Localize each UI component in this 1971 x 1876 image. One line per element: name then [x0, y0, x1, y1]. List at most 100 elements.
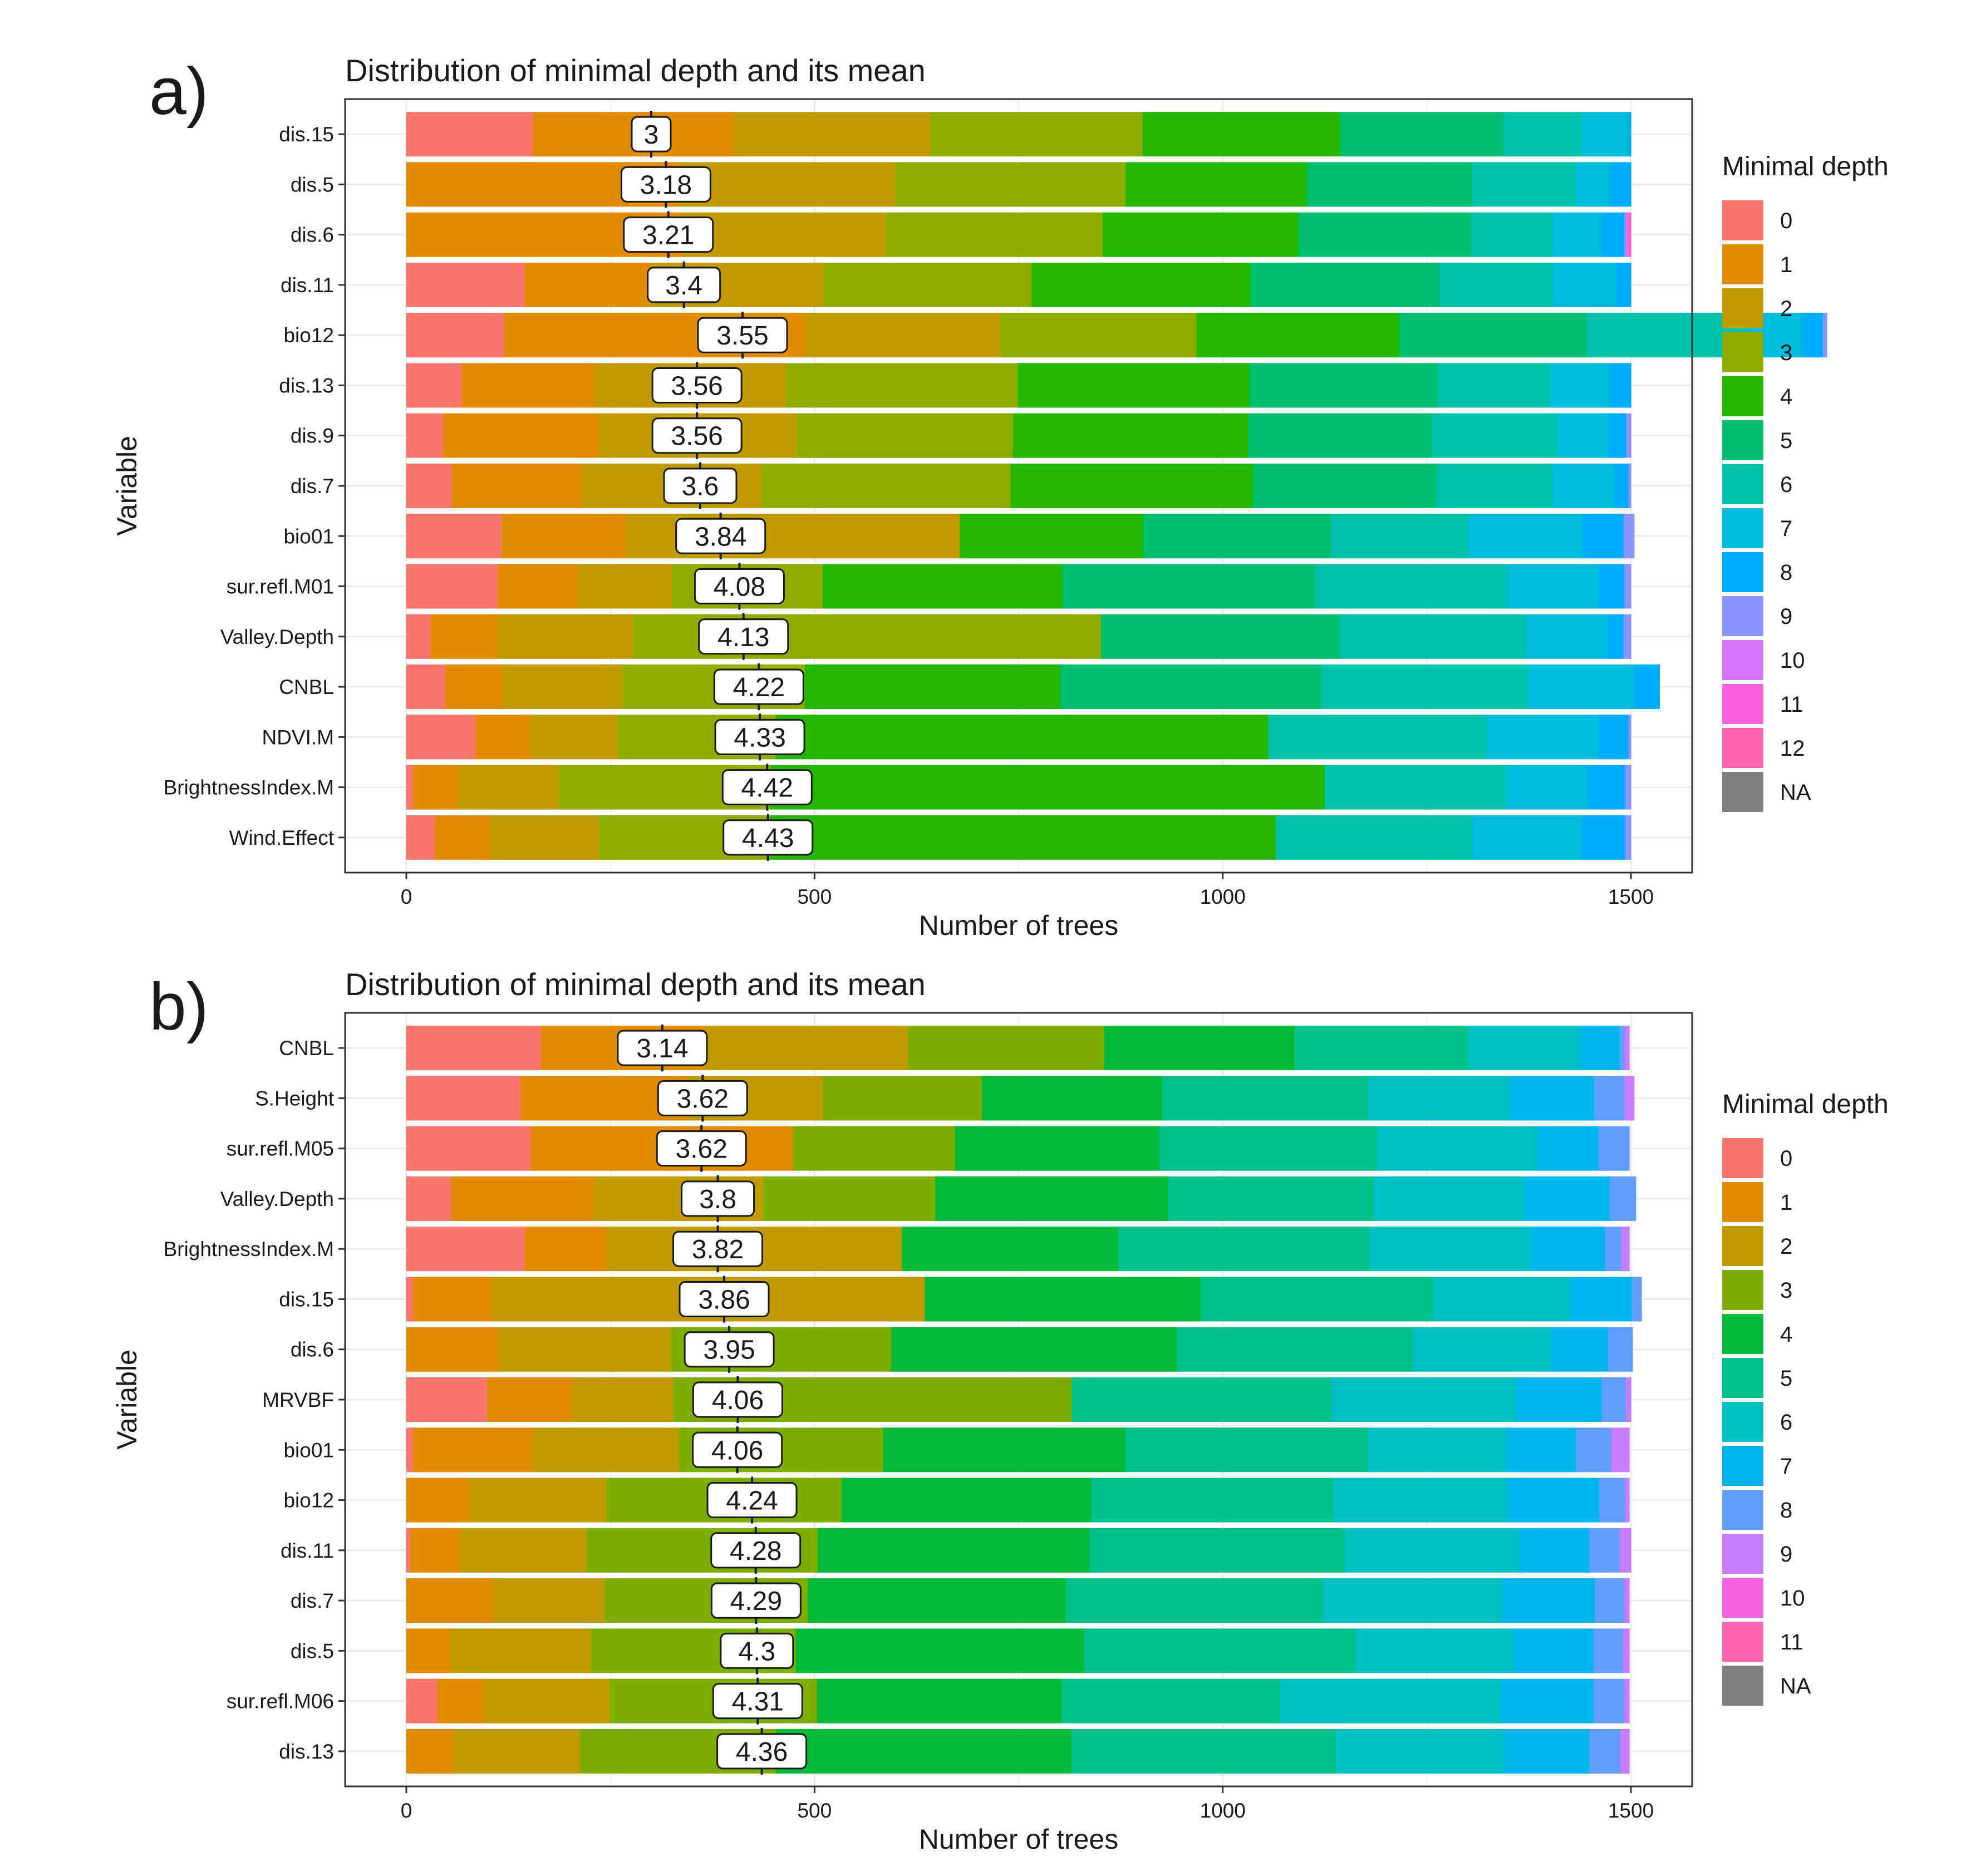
mean-label-box — [720, 1632, 794, 1669]
bar-segment-depth-2 — [529, 715, 618, 760]
y-tick-label: bio12 — [283, 1489, 334, 1512]
bar-segment-depth-3 — [895, 162, 1126, 207]
bar-segment-depth-5 — [1294, 1026, 1469, 1071]
bar-row-bio01 — [406, 1427, 1630, 1473]
mean-label-box — [710, 1582, 802, 1619]
bar-row-Valley.Depth — [406, 614, 1631, 659]
legend-label: 4 — [1780, 1322, 1792, 1347]
bar-segment-depth-1 — [443, 413, 599, 458]
legend-key-12 — [1722, 728, 1763, 768]
bar-segment-depth-6 — [1280, 1678, 1502, 1724]
bar-row-bio12 — [406, 313, 1827, 358]
bar-segment-depth-9 — [1626, 413, 1631, 458]
mean-label-box — [721, 769, 813, 806]
x-axis-title: Number of trees — [919, 910, 1118, 941]
mean-label: 3.8 — [699, 1185, 736, 1214]
bar-segment-depth-8 — [1598, 1126, 1630, 1171]
mean-label: 3.62 — [677, 1084, 729, 1114]
bar-row-S.Height — [406, 1076, 1635, 1121]
bar-segment-depth-5 — [1063, 564, 1315, 609]
chart-panel-b: b) Distribution of minimal depth and its … — [111, 967, 1889, 1855]
bar-segment-depth-9 — [1625, 1478, 1630, 1523]
bar-segment-depth-0 — [406, 1277, 414, 1322]
bar-segment-depth-5 — [1143, 514, 1331, 559]
chart-title: Distribution of minimal depth and its me… — [345, 967, 926, 1002]
legend-label: 5 — [1780, 429, 1792, 453]
bar-segment-depth-8 — [1614, 464, 1629, 508]
bar-segment-depth-1 — [406, 1578, 494, 1623]
legend-title: Minimal depth — [1722, 152, 1889, 181]
bar-segment-depth-4 — [823, 564, 1063, 609]
mean-label-box — [617, 1030, 708, 1066]
bar-row-dis.5 — [406, 162, 1631, 207]
bar-segment-depth-1 — [412, 1277, 493, 1322]
bar-segment-depth-1 — [406, 1628, 451, 1673]
bar-segment-depth-8 — [1587, 765, 1626, 810]
bar-segment-depth-5 — [1091, 1478, 1334, 1523]
bar-segment-depth-4 — [841, 1478, 1092, 1523]
mean-label: 3.95 — [703, 1336, 755, 1365]
legend-label: NA — [1780, 780, 1811, 805]
bar-segment-depth-0 — [406, 765, 414, 810]
mean-label: 4.29 — [730, 1587, 782, 1616]
bar-segment-depth-5 — [1306, 162, 1473, 207]
bar-segment-depth-4 — [775, 715, 1269, 760]
bar-segment-depth-8 — [1598, 715, 1629, 760]
bar-segment-depth-9 — [1624, 1678, 1630, 1724]
bar-segment-depth-4 — [808, 1578, 1066, 1623]
y-tick-label: Valley.Depth — [220, 626, 334, 648]
chart-title: Distribution of minimal depth and its me… — [345, 53, 926, 88]
bar-segment-depth-7 — [1523, 1176, 1610, 1221]
bar-segment-depth-9 — [1623, 614, 1631, 659]
bar-segment-depth-7 — [1504, 1729, 1590, 1774]
bar-segment-depth-7 — [1468, 514, 1584, 559]
mean-label-box — [714, 718, 805, 755]
bar-segment-depth-4 — [960, 514, 1144, 559]
bar-segment-depth-7 — [1557, 413, 1609, 458]
mean-label-box — [623, 216, 714, 253]
bar-segment-depth-8 — [1609, 1176, 1636, 1221]
bar-segment-depth-6 — [1368, 1076, 1511, 1121]
bar-row-dis.6 — [406, 212, 1631, 257]
bar-segment-depth-8 — [1610, 162, 1631, 207]
bar-segment-depth-9 — [1623, 514, 1635, 559]
y-tick-label: dis.9 — [291, 425, 334, 447]
mean-label-box — [620, 166, 711, 203]
bar-segment-depth-5 — [1340, 112, 1504, 157]
y-tick-label: bio12 — [283, 324, 334, 347]
legend-label: 9 — [1780, 604, 1792, 629]
bar-row-BrightnessIndex.M — [406, 765, 1631, 810]
bar-segment-depth-2 — [572, 1377, 674, 1422]
bar-segment-depth-0 — [406, 664, 446, 710]
bar-segment-depth-2 — [460, 1528, 587, 1573]
bar-segment-depth-7 — [1507, 1427, 1577, 1473]
bar-segment-depth-7 — [1531, 1227, 1605, 1272]
bar-segment-depth-2 — [679, 162, 896, 207]
bar-segment-depth-6 — [1368, 1427, 1507, 1473]
bar-segment-depth-1 — [437, 1678, 485, 1724]
legend-key-2 — [1722, 1226, 1763, 1266]
legend-label: 0 — [1780, 1146, 1792, 1171]
bar-segment-depth-0 — [406, 1377, 488, 1422]
mean-label: 3.86 — [698, 1285, 750, 1314]
bar-segment-depth-5 — [1071, 1729, 1337, 1774]
legend-label: 3 — [1780, 341, 1792, 365]
bar-segment-depth-8 — [1635, 664, 1660, 710]
bar-row-dis.15 — [406, 112, 1631, 157]
y-tick-label: sur.refl.M06 — [227, 1690, 334, 1713]
legend-label: 7 — [1780, 516, 1792, 541]
mean-label-box — [710, 1532, 802, 1569]
mean-label: 4.13 — [717, 623, 769, 652]
bar-segment-depth-0 — [406, 715, 476, 760]
bar-segment-depth-8 — [1599, 1478, 1626, 1523]
y-tick-label: dis.7 — [291, 475, 334, 498]
mean-label: 3.62 — [676, 1135, 728, 1164]
legend-key-11 — [1722, 684, 1763, 724]
mean-label: 4.36 — [736, 1737, 788, 1767]
legend-key-7 — [1722, 1446, 1763, 1486]
bar-segment-depth-5 — [1250, 262, 1441, 307]
bar-segment-depth-8 — [1598, 564, 1625, 609]
legend-label: 8 — [1780, 1498, 1792, 1523]
bar-segment-depth-4 — [925, 1277, 1201, 1322]
